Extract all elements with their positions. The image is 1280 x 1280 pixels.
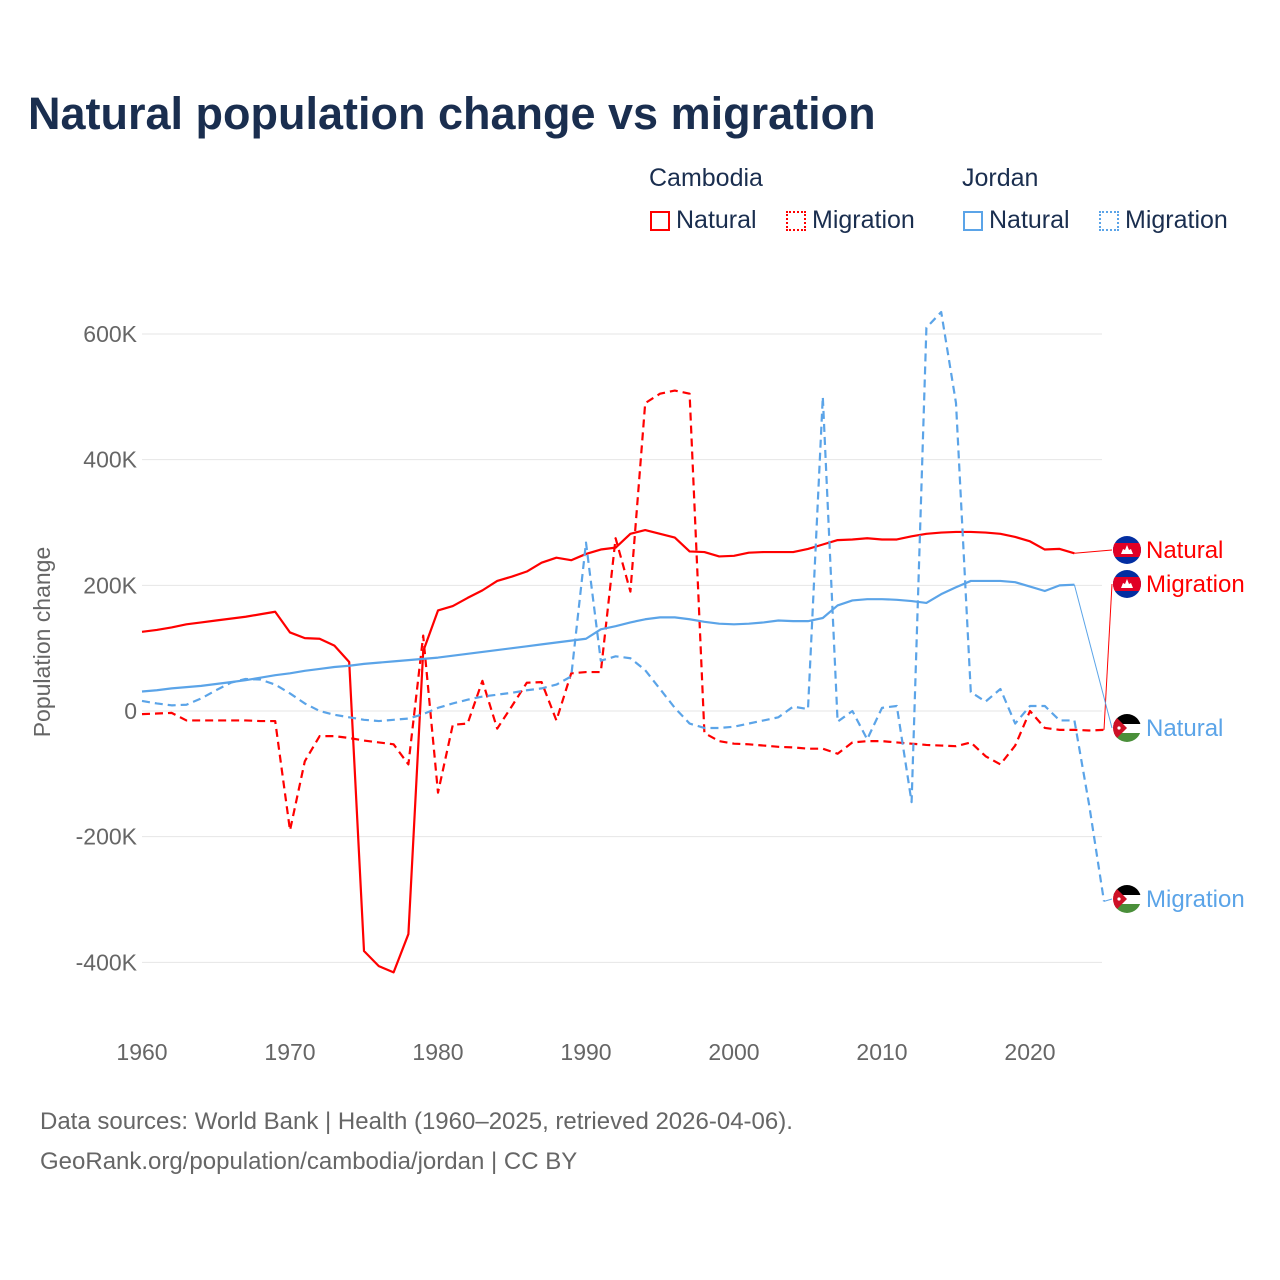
x-tick-label: 1990: [560, 1039, 611, 1065]
x-tick-label: 1980: [412, 1039, 463, 1065]
legend-swatch-dotted: [786, 210, 806, 231]
y-tick-label: 400K: [83, 447, 137, 473]
x-tick-label: 2020: [1004, 1039, 1055, 1065]
legend-group-cambodia: Cambodia: [649, 164, 763, 192]
end-label: Natural: [1146, 715, 1223, 742]
y-tick-label: 600K: [83, 321, 137, 347]
legend-cambodia-natural[interactable]: Natural: [650, 206, 757, 235]
y-axis-label: Population change: [29, 547, 55, 738]
cambodia-migration-line[interactable]: [141, 389, 1105, 832]
source-note: Data sources: World Bank | Health (1960–…: [40, 1108, 793, 1135]
jordan-flag-icon: [1113, 714, 1141, 742]
y-tick-label: 200K: [83, 572, 137, 598]
legend-swatch-dotted: [1099, 210, 1119, 231]
end-label-connector: [1103, 583, 1113, 730]
legend-swatch-solid: [963, 210, 983, 231]
legend-cambodia-migration[interactable]: Migration: [786, 206, 915, 235]
end-label-connector: [1073, 584, 1113, 729]
legend-label: Migration: [812, 206, 915, 234]
legend-label: Migration: [1125, 206, 1228, 234]
y-tick-label: -400K: [76, 949, 138, 975]
legend-label: Natural: [676, 206, 757, 234]
end-label: Natural: [1146, 537, 1223, 564]
end-label: Migration: [1146, 571, 1245, 598]
legend-jordan-migration[interactable]: Migration: [1099, 206, 1228, 235]
end-label-connector: [1103, 898, 1113, 902]
end-label: Migration: [1146, 886, 1245, 913]
cambodia-flag-icon: [1113, 536, 1141, 564]
legend-group-jordan: Jordan: [962, 164, 1039, 192]
jordan-natural-line[interactable]: [141, 579, 1075, 693]
legend-jordan-natural[interactable]: Natural: [963, 206, 1070, 235]
jordan-migration-line[interactable]: [141, 310, 1106, 902]
legend-swatch-solid: [650, 210, 670, 231]
x-tick-label: 1960: [116, 1039, 167, 1065]
legend-label: Natural: [989, 206, 1070, 234]
cambodia-flag-icon: [1113, 570, 1141, 598]
y-tick-label: 0: [124, 698, 137, 724]
x-tick-label: 1970: [264, 1039, 315, 1065]
source-url[interactable]: GeoRank.org/population/cambodia/jordan |…: [40, 1148, 578, 1175]
end-label-connector: [1074, 549, 1113, 554]
x-tick-label: 2010: [856, 1039, 907, 1065]
jordan-flag-icon: [1113, 885, 1141, 913]
x-tick-label: 2000: [708, 1039, 759, 1065]
chart-title: Natural population change vs migration: [28, 88, 876, 139]
cambodia-natural-line[interactable]: [141, 528, 1075, 974]
y-tick-label: -200K: [76, 824, 138, 850]
